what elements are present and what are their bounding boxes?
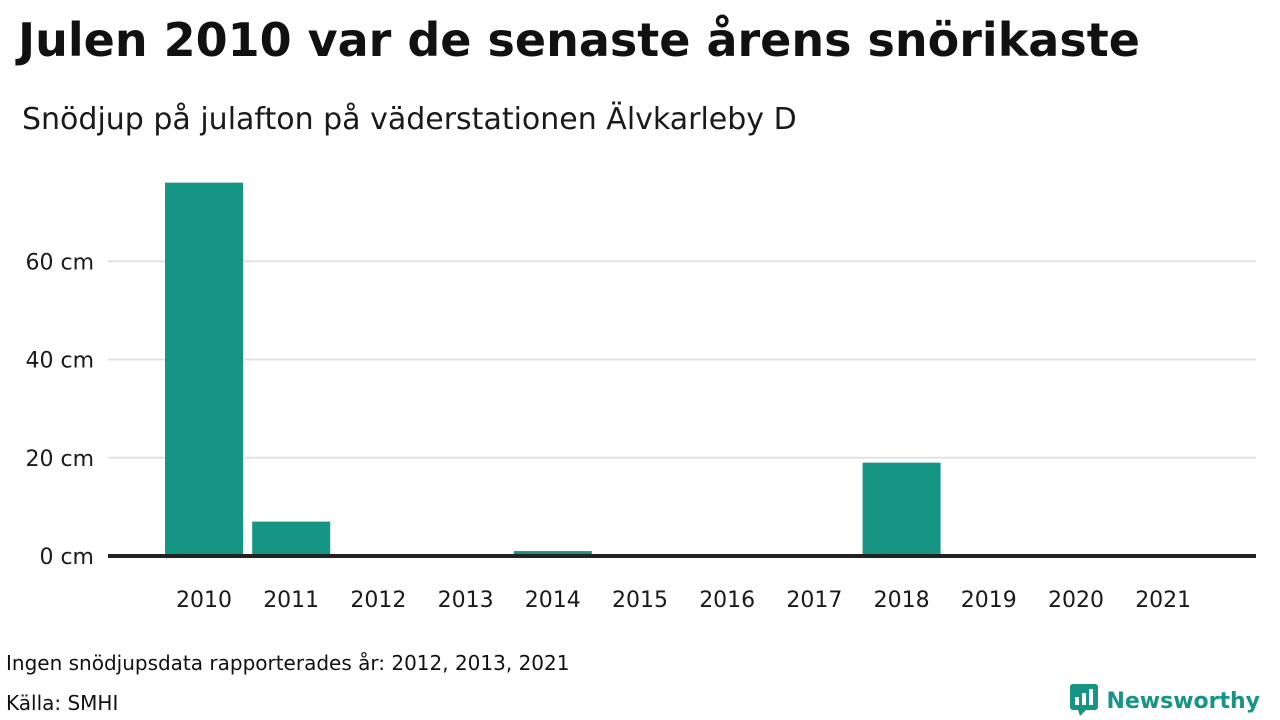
y-axis-labels: 0 cm 20 cm 40 cm 60 cm [25,250,94,570]
x-tick-label: 2011 [263,588,319,613]
bars [165,182,941,556]
x-axis-labels: 2010 2011 2012 2013 2014 2015 2016 2017 2018 2019… [176,588,1191,613]
x-tick-label: 2021 [1135,588,1191,613]
source-note: Källa: SMHI [6,691,119,715]
y-tick-label: 20 cm [25,447,94,472]
newsworthy-logo-icon [1070,684,1099,720]
chart-title: Julen 2010 var de senaste årens snörikas… [18,13,1140,67]
bar-2011 [252,521,331,556]
brand-name: Newsworthy [1106,689,1260,714]
bar-2018 [862,462,941,556]
x-tick-label: 2018 [874,588,930,613]
x-tick-label: 2015 [612,588,668,613]
chart-subtitle: Snödjup på julafton på väderstationen Äl… [22,102,797,137]
y-tick-label: 0 cm [39,545,94,570]
x-tick-label: 2013 [438,588,494,613]
x-tick-label: 2012 [350,588,406,613]
brand-logo: Newsworthy [1070,684,1260,720]
x-tick-label: 2017 [786,588,842,613]
bar-2010 [165,182,243,556]
gridlines [108,260,1256,459]
x-tick-label: 2014 [525,588,581,613]
x-tick-label: 2020 [1048,588,1104,613]
no-data-note: Ingen snödjupsdata rapporterades år: 201… [6,651,570,675]
x-tick-label: 2016 [699,588,755,613]
bar-chart: 0 cm 20 cm 40 cm 60 cm 2010 2011 2012 2013 2014… [25,182,1256,613]
x-tick-label: 2010 [176,588,232,613]
bar-2014 [513,551,592,556]
y-tick-label: 60 cm [25,250,94,275]
y-tick-label: 40 cm [25,349,94,374]
x-tick-label: 2019 [961,588,1017,613]
